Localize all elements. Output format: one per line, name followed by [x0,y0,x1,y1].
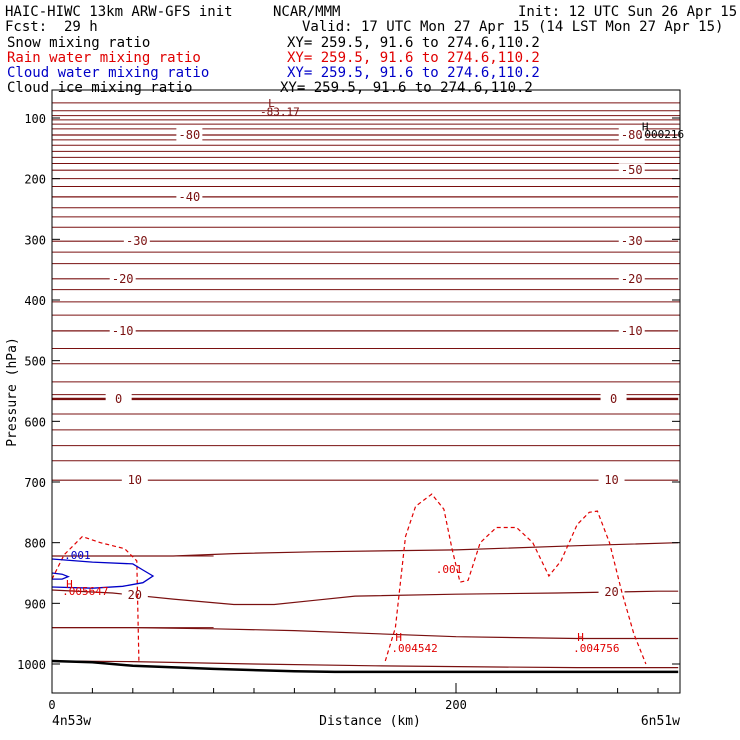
point-label: .001 [64,549,91,562]
contour-label-bg [600,391,627,406]
point-label: H [66,578,73,591]
field-snow-name: Snow mixing ratio [7,35,151,51]
temperature-contours: -80 -80 -50 -40 -30 -30 -20 -20 -10 -10 0 0 10 10 20 20 [51,127,679,606]
field-cloudwater-xy: XY= 259.5, 91.6 to 274.6,110.2 [287,65,540,81]
point-label: .000216 [638,128,684,141]
contour-label: 20 [604,585,618,599]
point-label: .005647 [62,585,108,598]
ground-line [51,659,679,674]
contour-label-bg [618,163,645,178]
field-snow-xy: XY= 259.5, 91.6 to 274.6,110.2 [287,35,540,51]
contour-label: -20 [112,272,134,286]
init-label: Init: 12 UTC Sun 26 Apr 15 [518,4,738,20]
point-label: H [642,121,649,134]
contour-label: -80 [621,128,643,142]
y-tick-label: 400 [24,294,46,308]
isotherm-line [51,660,679,669]
fcst-value: 29 h [64,19,98,35]
y-tick-label: 900 [24,597,46,611]
cloud-water-contour [51,558,155,589]
contour-label-bg [618,127,645,142]
rain-contour [384,493,647,665]
extra-isotherms [52,102,680,629]
valid-label: Valid: 17 UTC Mon 27 Apr 15 (14 LST Mon … [302,19,724,35]
y-tick-label: 600 [24,415,46,429]
contour-label: -30 [126,234,148,248]
x-axis-label: Distance (km) [319,714,421,729]
contour-label-bg [598,585,625,600]
point-labels: L-83.17H.000216H.005647.001.001H.004542H… [62,97,684,655]
contour-label-bg [176,127,203,142]
cloud-water-contour [51,572,70,580]
contour-label-bg [105,391,132,406]
contour-label: -10 [112,324,134,338]
contour-label-bg [121,473,148,488]
contour-label: -20 [621,272,643,286]
y-tick-label: 300 [24,233,46,247]
y-tick-label: 100 [24,112,46,126]
contour-label: -50 [621,163,643,177]
x-right-label: 6n51w [641,714,680,729]
isotherm-line [52,626,679,640]
contour-label-bg [618,271,645,286]
y-tick-label: 800 [24,537,46,551]
contour-label-bg [618,234,645,249]
y-tick-label: 500 [24,355,46,369]
y-tick-label: 1000 [17,658,46,672]
contour-label: 10 [604,473,618,487]
contour-label-bg [121,588,148,603]
x-tick-label: 0 [48,698,55,712]
temperature-contour [51,589,679,606]
contour-label: 0 [610,392,617,406]
point-label: .001 [436,563,463,576]
contour-label-bg [598,473,625,488]
point-label: .004756 [573,642,619,655]
point-label: H [395,631,402,644]
contour-label: 20 [128,588,142,602]
x-tick-label: 200 [445,698,467,712]
y-tick-label: 200 [24,173,46,187]
fcst-label: Fcst: [5,19,48,35]
y-tick-label: 700 [24,476,46,490]
contour-label: -30 [621,234,643,248]
field-cloudwater-name: Cloud water mixing ratio [7,65,210,81]
unlabeled-lines [51,542,679,669]
rain-contour [51,535,140,662]
x-left-label: 4n53w [52,714,91,729]
contour-label-bg [109,323,136,338]
rain-contours [51,493,647,665]
point-label: L [268,97,275,110]
field-cloudice-name: Cloud ice mixing ratio [7,80,193,96]
cloud-water-contours [51,558,155,589]
contour-label: 0 [115,392,122,406]
field-cloudice-xy: XY= 259.5, 91.6 to 274.6,110.2 [280,80,533,96]
y-axis-label: Pressure (hPa) [5,337,20,447]
plot-frame [51,89,681,694]
contour-label: -10 [621,324,643,338]
contour-label-bg [109,271,136,286]
contour-label-bg [176,189,203,204]
contour-label: 10 [128,473,142,487]
contour-label: -80 [179,128,201,142]
contour-label: -40 [179,190,201,204]
field-rain-name: Rain water mixing ratio [7,50,201,66]
point-label: .004542 [391,642,437,655]
ground-line [51,659,679,674]
org-label: NCAR/MMM [273,4,341,20]
isotherm-line [52,542,679,557]
field-rain-xy: XY= 259.5, 91.6 to 274.6,110.2 [287,50,540,66]
point-label: H [577,631,584,644]
contour-label-bg [618,323,645,338]
point-label: -83.17 [260,106,300,119]
contour-label-bg [123,234,150,249]
chart-title: HAIC-HIWC 13km ARW-GFS init [5,4,233,20]
